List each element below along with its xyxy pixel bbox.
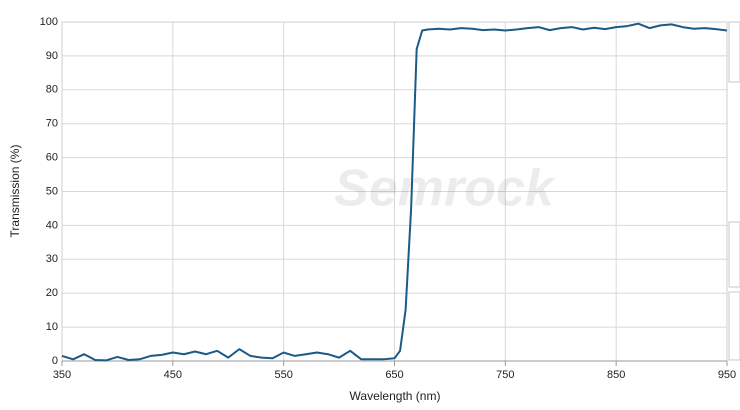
x-tick-label: 550 (274, 369, 292, 381)
x-tick-label: 850 (607, 369, 625, 381)
x-tick-label: 450 (164, 369, 182, 381)
data-line (61, 22, 728, 362)
side-panel (728, 21, 740, 83)
y-tick-label: 80 (46, 84, 58, 96)
y-axis-title: Transmission (%) (8, 145, 22, 238)
side-panel (728, 291, 740, 361)
y-tick-label: 0 (52, 355, 58, 367)
x-tick-label: 650 (385, 369, 403, 381)
y-tick-label: 50 (46, 185, 58, 197)
y-tick-label: 70 (46, 118, 58, 130)
watermark: Semrock (334, 160, 557, 218)
y-tick-label: 100 (40, 16, 58, 28)
y-tick-label: 20 (46, 287, 58, 299)
y-tick-label: 60 (46, 152, 58, 164)
x-axis-title: Wavelength (nm) (350, 389, 441, 403)
x-tick-label: 950 (718, 369, 736, 381)
y-tick-label: 40 (46, 219, 58, 231)
side-panel (728, 221, 740, 288)
y-tick-label: 10 (46, 321, 58, 333)
y-tick-label: 30 (46, 253, 58, 265)
x-tick-label: 750 (496, 369, 514, 381)
y-tick-label: 90 (46, 50, 58, 62)
x-tick-label: 350 (53, 369, 71, 381)
